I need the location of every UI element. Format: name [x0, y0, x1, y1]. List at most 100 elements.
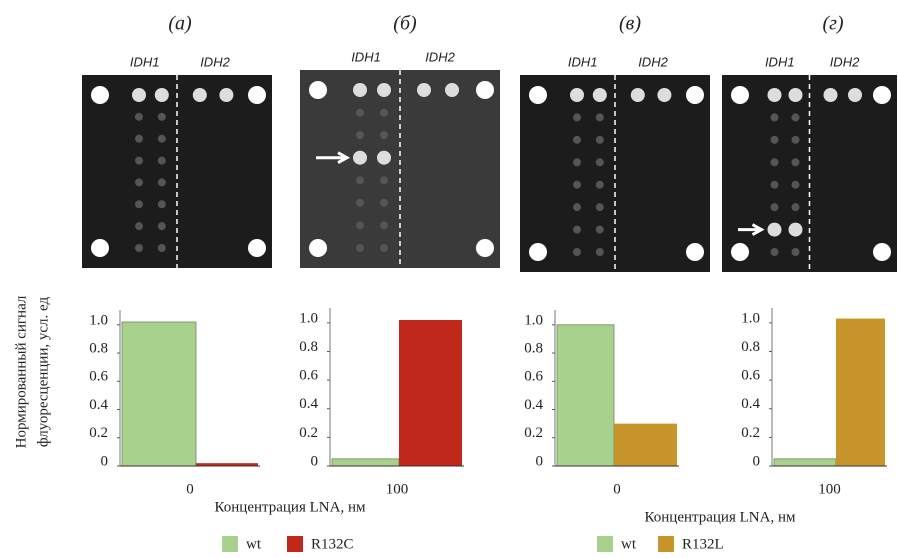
bar [399, 320, 462, 466]
spot [445, 83, 459, 97]
spot [731, 86, 749, 104]
x-tick-label: 0 [613, 481, 621, 497]
spot [380, 131, 388, 139]
spot [248, 86, 266, 104]
y-tick-label: 0 [311, 453, 319, 469]
legend-label: wt [621, 536, 637, 552]
image-label: IDH1 [765, 54, 795, 69]
image-label: IDH2 [830, 54, 860, 69]
legend-swatch [658, 536, 674, 552]
legend-swatch [222, 536, 238, 552]
spot [573, 203, 581, 211]
spot [353, 83, 367, 97]
x-tick-label: 100 [818, 481, 841, 497]
spot [573, 226, 581, 234]
spot [356, 199, 364, 207]
y-tick-label: 0 [101, 453, 109, 469]
y-tick-label: 0 [536, 453, 544, 469]
spot [596, 136, 604, 144]
spot [573, 113, 581, 121]
spot [771, 181, 779, 189]
spot [309, 81, 327, 99]
bar [332, 459, 399, 466]
spot [529, 86, 547, 104]
spot [380, 199, 388, 207]
spot [356, 131, 364, 139]
spot [570, 88, 584, 102]
spot [135, 157, 143, 165]
spot [476, 81, 494, 99]
spot [686, 243, 704, 261]
spot [193, 88, 207, 102]
y-tick-label: 1.0 [89, 312, 108, 328]
panel-label: (г) [822, 13, 843, 35]
spot [356, 244, 364, 252]
y-tick-label: 0.6 [524, 369, 543, 385]
legend-label: wt [246, 536, 262, 552]
spot [789, 88, 803, 102]
bar [774, 459, 836, 466]
spot [135, 222, 143, 230]
x-tick-label: 100 [386, 481, 409, 497]
y-tick-label: 1.0 [741, 310, 760, 326]
spot [771, 113, 779, 121]
spot [135, 178, 143, 186]
legend-label: R132L [682, 536, 724, 552]
x-tick-label: 0 [186, 481, 194, 497]
y-tick-label: 1.0 [299, 310, 318, 326]
legend-swatch [287, 536, 303, 552]
spot [377, 83, 391, 97]
y-tick-label: 0.2 [524, 425, 543, 441]
y-tick-label: 0.2 [299, 425, 318, 441]
spot [792, 181, 800, 189]
bar [557, 325, 614, 466]
spot [657, 88, 671, 102]
spot [768, 88, 782, 102]
spot [596, 181, 604, 189]
spot [135, 200, 143, 208]
spot [380, 109, 388, 117]
spot [792, 136, 800, 144]
legend-label: R132C [311, 536, 354, 552]
spot [596, 158, 604, 166]
spot [631, 88, 645, 102]
y-tick-label: 0.8 [524, 340, 543, 356]
bar [836, 319, 885, 466]
image-label: IDH1 [568, 54, 598, 69]
panel-label: (в) [619, 13, 641, 35]
x-axis-label: Концентрация LNA, нм [215, 499, 366, 515]
spot [158, 200, 166, 208]
spot [771, 248, 779, 256]
spot [158, 157, 166, 165]
spot [768, 223, 782, 237]
y-tick-label: 0.8 [299, 339, 318, 355]
legend-swatch [597, 536, 613, 552]
spot [573, 248, 581, 256]
spot [596, 203, 604, 211]
bar [122, 322, 196, 466]
spot [380, 176, 388, 184]
spot [135, 135, 143, 143]
spot [356, 221, 364, 229]
spot [353, 151, 367, 165]
spot [158, 178, 166, 186]
spot [132, 88, 146, 102]
y-tick-label: 0.2 [89, 425, 108, 441]
spot [158, 244, 166, 252]
spot [848, 88, 862, 102]
spot [155, 88, 169, 102]
spot [158, 135, 166, 143]
spot [771, 203, 779, 211]
y-tick-label: 0 [753, 453, 761, 469]
spot [377, 151, 391, 165]
image-label: IDH2 [425, 49, 455, 64]
spot [771, 136, 779, 144]
y-tick-label: 0.4 [299, 396, 318, 412]
spot [731, 243, 749, 261]
panel-label: (б) [393, 13, 417, 35]
y-tick-label: 0.8 [89, 340, 108, 356]
x-axis-label: Концентрация LNA, нм [645, 509, 796, 525]
spot [792, 203, 800, 211]
spot [792, 248, 800, 256]
y-tick-label: 0.6 [741, 368, 760, 384]
